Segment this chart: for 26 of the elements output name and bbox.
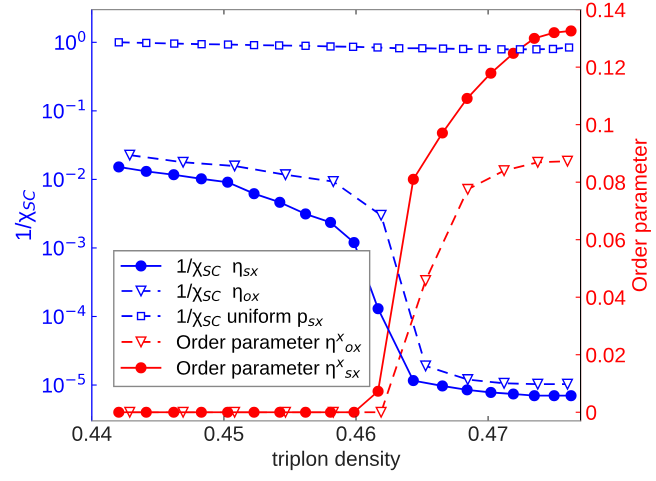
y-tick-label: 10$^{−2}$ [42, 168, 85, 187]
y2-tick-label: 0 [586, 405, 596, 420]
legend-label: 1/χ$_{SC}$ uniform p$_{sx}$ [177, 308, 324, 327]
y2-tick-label: 0.08 [586, 175, 626, 190]
x-tick-label: 0.47 [468, 426, 508, 442]
y-tick-label: 10$^{−5}$ [42, 374, 85, 393]
legend-label: 1/χ$_{SC}$ η$_{ox}$ [177, 284, 260, 302]
y2-tick-label: 0.1 [586, 118, 614, 132]
y-axis-title: 1/χ$_{SC}$ [14, 190, 36, 240]
y-tick-label: 10$^{0}$ [55, 30, 86, 50]
y-tick-label: 10$^{−4}$ [42, 305, 86, 324]
x-tick-label: 0.45 [204, 426, 244, 442]
y2-tick-label: 0.06 [586, 232, 626, 248]
y-tick-label: 10$^{−3}$ [42, 236, 86, 256]
x-axis-title: triplon density [272, 450, 400, 470]
y-tick-label: 10$^{−1}$ [42, 100, 85, 118]
legend-label: Order parameter η$^{x}$$_{sx}$ [176, 360, 360, 379]
legend-label: 1/χ$_{SC}$ η$_{sx}$ [177, 258, 258, 277]
y2-tick-label: 0.02 [586, 348, 625, 362]
y2-tick-label: 0.04 [586, 290, 626, 305]
y2-axis-title: Order parameter [632, 138, 651, 292]
x-tick-label: 0.44 [72, 426, 112, 442]
y2-tick-label: 0.12 [586, 60, 625, 75]
legend-label: Order parameter η$^{x}$$_{ox}$ [176, 334, 362, 353]
y2-tick-label: 0.14 [586, 2, 626, 18]
x-tick-label: 0.46 [336, 426, 376, 442]
